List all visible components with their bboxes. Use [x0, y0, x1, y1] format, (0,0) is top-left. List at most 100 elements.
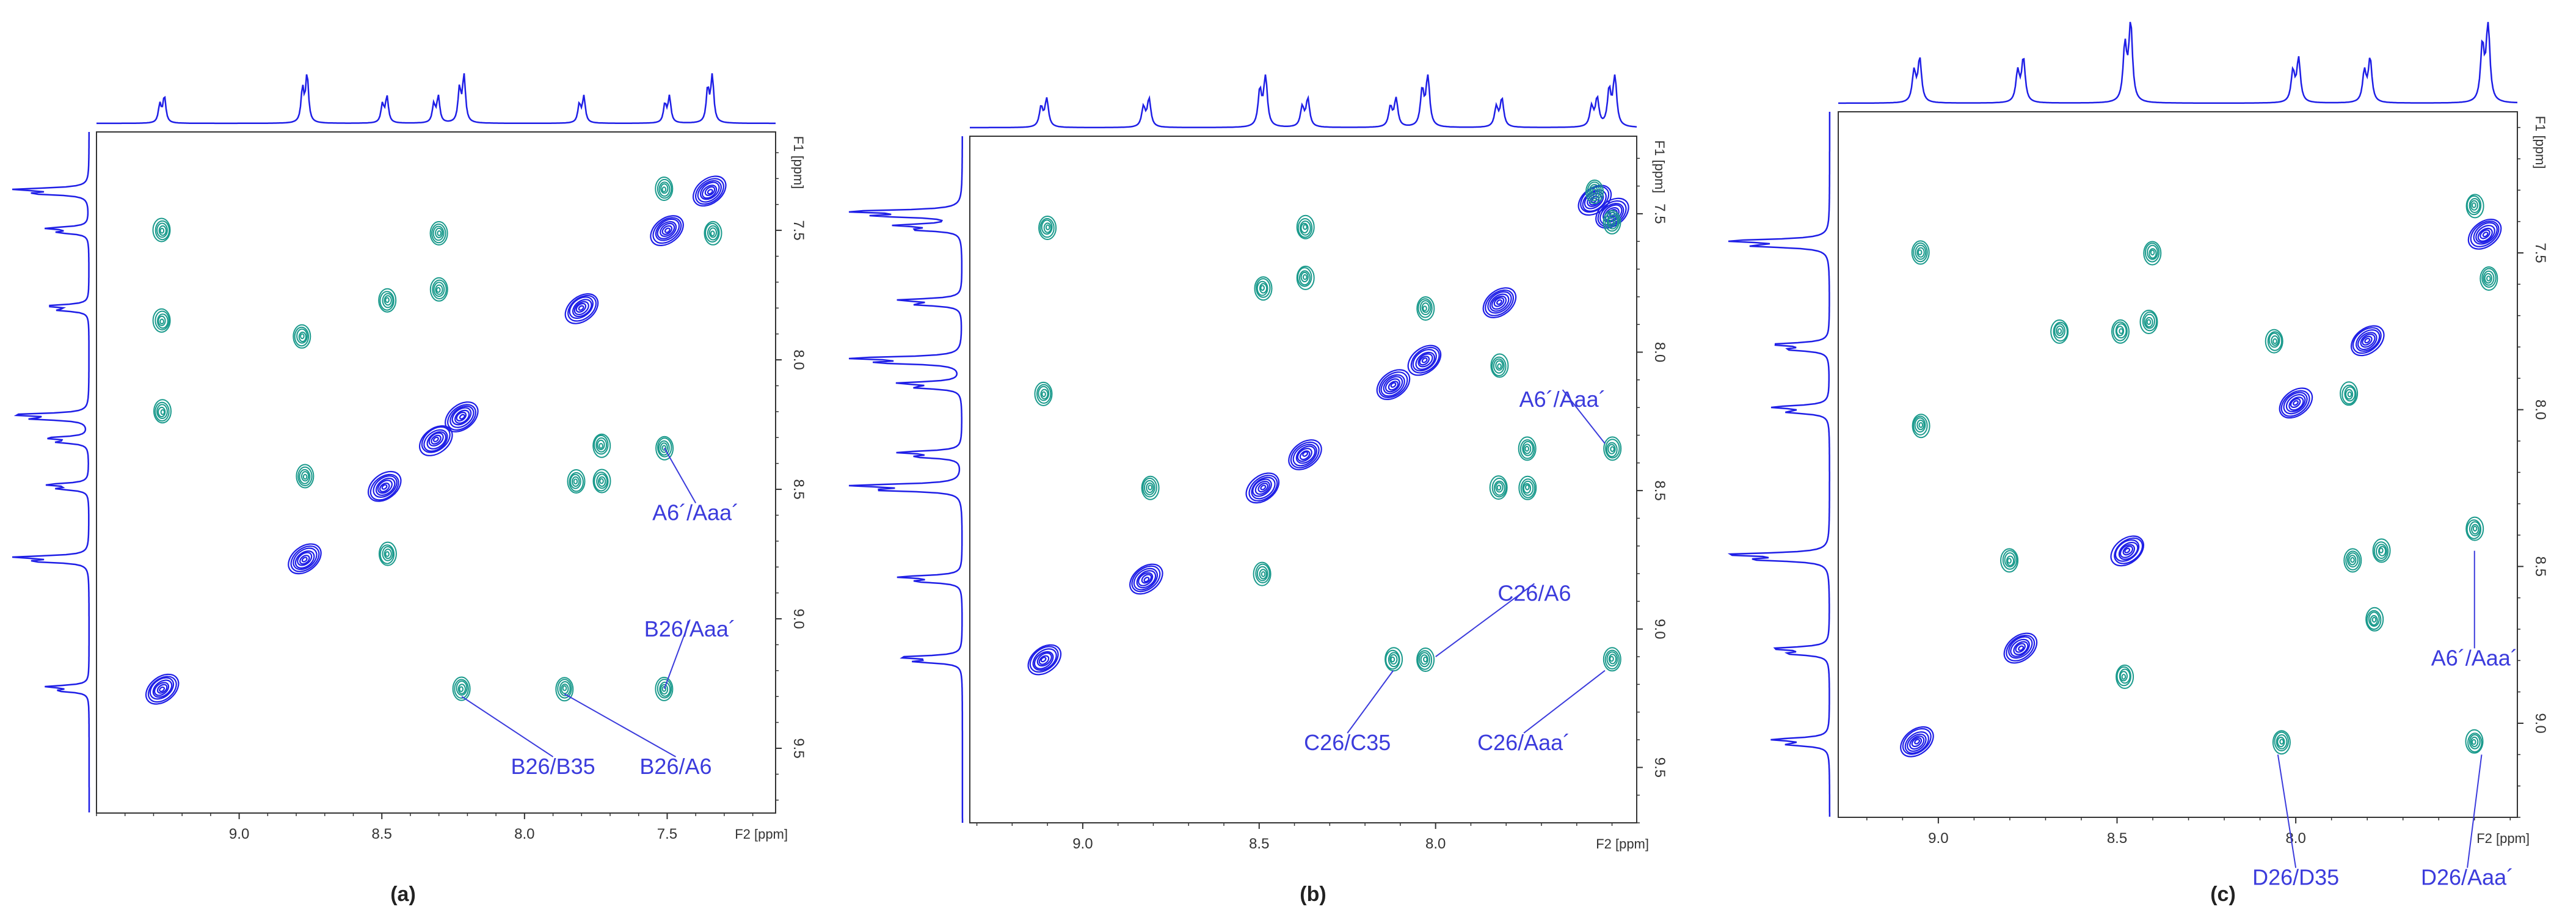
annotation-label: A6´/Aaa´	[1519, 387, 1606, 412]
contour-ring	[2472, 739, 2476, 745]
contour-ring	[156, 684, 168, 694]
contour-ring	[2116, 664, 2134, 689]
contour-ring	[595, 437, 608, 453]
contour-ring	[1148, 484, 1152, 491]
panel-label: (c)	[2210, 883, 2236, 906]
cross-peak	[2372, 538, 2391, 563]
contour-ring	[699, 181, 720, 200]
contour-ring	[457, 684, 466, 695]
cross-peak	[1038, 216, 1057, 240]
contour-ring	[1038, 216, 1057, 240]
cross-peak	[1254, 276, 1273, 301]
contour-ring	[421, 426, 451, 453]
annotation-leader-line	[2467, 754, 2483, 868]
contour-ring	[693, 175, 727, 207]
contour-ring	[288, 543, 322, 575]
contour-ring	[1419, 300, 1432, 316]
contour-ring	[2143, 241, 2162, 266]
contour-ring	[2465, 729, 2484, 754]
contour-ring	[2272, 338, 2277, 345]
x-tick-label: 9.0	[1072, 836, 1093, 852]
panel-b: 9.0 8.5 8.0 F2 [ppm] 7.5 8.0 8.5 9.0 9.5 F1 [ppm]…	[848, 74, 1668, 906]
cross-peak	[2365, 607, 2384, 632]
contour-ring	[1482, 287, 1517, 319]
cross-peak	[153, 399, 172, 424]
contour-ring	[1380, 374, 1405, 397]
contour-ring	[659, 681, 671, 697]
contour-ring	[297, 466, 313, 486]
contour-ring	[597, 439, 605, 450]
contour-ring	[2293, 400, 2299, 406]
contour-ring	[1036, 384, 1052, 404]
contour-ring	[1900, 726, 1934, 757]
contour-ring	[2469, 521, 2481, 536]
contour-ring	[1129, 563, 1163, 595]
contour-ring	[432, 436, 439, 442]
x-tick-label: 8.5	[2107, 830, 2127, 847]
contour-ring	[2477, 227, 2493, 242]
contour-ring	[1585, 179, 1604, 204]
contour-ring	[1495, 360, 1504, 371]
contour-ring	[1257, 483, 1268, 493]
cross-peak	[1603, 647, 1621, 672]
contour-ring	[594, 472, 609, 492]
contour-ring	[2465, 516, 2484, 541]
contour-ring	[655, 436, 674, 461]
y-axis-label: F1 [ppm]	[2533, 116, 2548, 169]
diagonal-peak	[564, 293, 599, 324]
contour-ring	[1493, 480, 1505, 496]
contour-ring	[429, 277, 448, 302]
contour-ring	[2465, 194, 2484, 219]
contour-ring	[1915, 244, 1927, 260]
diagonal-peak	[1407, 345, 1442, 376]
contour-ring	[1417, 298, 1433, 318]
contour-ring	[2144, 313, 2156, 329]
contour-ring	[1390, 656, 1395, 663]
cross-peak	[1296, 265, 1315, 290]
contour-ring	[1518, 475, 1537, 500]
contour-ring	[1416, 648, 1435, 672]
contour-ring	[704, 221, 722, 246]
cross-peak	[2111, 319, 2130, 344]
contour-ring	[1299, 270, 1311, 286]
contour-ring	[2283, 392, 2308, 415]
f1-projection-spectrum	[848, 136, 964, 823]
contour-ring	[2115, 323, 2127, 339]
x-axis-label: F2 [ppm]	[735, 826, 788, 842]
contour-ring	[708, 227, 718, 238]
diagonal-peak	[1900, 726, 1934, 757]
diagonal-peak	[367, 470, 402, 502]
contour-ring	[152, 308, 171, 333]
contour-ring	[1260, 484, 1267, 491]
contour-ring	[657, 221, 677, 239]
contour-ring	[1383, 376, 1403, 395]
panel-a: 9.0 8.5 8.0 7.5 F2 [ppm] 7.5 8.0 8.5 9.0 9.5 F1 [p…	[12, 73, 807, 906]
contour-ring	[599, 443, 603, 449]
contour-ring	[1261, 571, 1266, 577]
contour-ring	[2345, 389, 2354, 400]
contour-ring	[452, 676, 471, 701]
cross-peak	[2139, 310, 2158, 334]
contour-ring	[2119, 328, 2123, 334]
annotation-leader-line	[663, 447, 697, 503]
contour-ring	[2112, 321, 2128, 341]
x-tick-label: 8.5	[372, 826, 392, 842]
contour-ring	[658, 440, 670, 456]
cross-peak	[2143, 241, 2162, 266]
contour-ring	[296, 464, 315, 489]
annotation-label: C26/C35	[1304, 730, 1391, 755]
contour-ring	[1033, 651, 1054, 669]
contour-ring	[2472, 202, 2476, 208]
contour-ring	[598, 476, 606, 487]
contour-ring	[1378, 371, 1408, 398]
contour-ring	[660, 684, 669, 695]
x-tick-label: 8.5	[1249, 836, 1269, 852]
contour-ring	[1038, 655, 1050, 665]
contour-ring	[378, 541, 397, 566]
contour-ring	[1141, 574, 1152, 584]
contour-ring	[1489, 293, 1510, 312]
contour-ring	[1914, 739, 1921, 745]
contour-ring	[652, 217, 682, 244]
contour-ring	[707, 225, 719, 241]
y-tick-label: 7.5	[1651, 203, 1668, 224]
